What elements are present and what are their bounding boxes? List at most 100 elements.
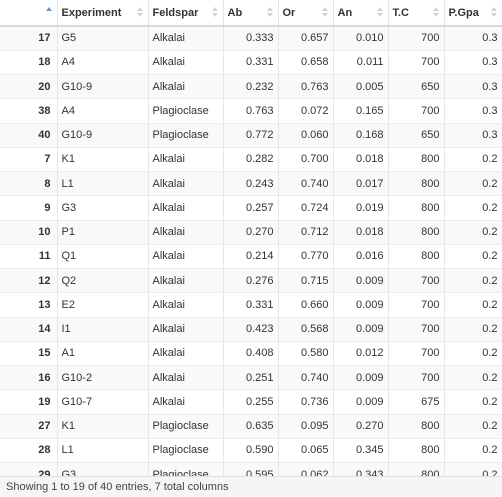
column-header-tc[interactable]: T.C [388, 0, 445, 27]
column-header-ab[interactable]: Ab [223, 0, 279, 27]
cell-feldspar: Alkalai [148, 74, 224, 100]
cell-an: 0.168 [333, 123, 389, 148]
row-name-cell: 9 [0, 195, 58, 221]
cell-an: 0.018 [333, 147, 389, 173]
cell-experiment: G10-7 [57, 389, 149, 415]
cell-an: 0.012 [333, 341, 389, 367]
cell-feldspar: Plagioclase [148, 462, 224, 476]
cell-tc: 700 [388, 268, 445, 294]
column-header-pgpa[interactable]: P.Gpa [444, 0, 502, 27]
cell-tc: 800 [388, 147, 445, 173]
cell-experiment: L1 [57, 438, 149, 464]
cell-experiment: A4 [57, 98, 149, 124]
table-row: 11 Q1 Alkalai 0.214 0.770 0.016 800 0.2 [0, 244, 502, 270]
cell-ab: 0.333 [223, 26, 279, 51]
cell-ab: 0.772 [223, 123, 279, 148]
cell-feldspar: Plagioclase [148, 98, 224, 124]
cell-or: 0.072 [278, 98, 334, 124]
column-header-experiment[interactable]: Experiment [57, 0, 149, 27]
row-name-cell: 10 [0, 220, 58, 245]
cell-pgpa: 0.2 [444, 365, 502, 391]
cell-pgpa: 0.3 [444, 50, 502, 76]
cell-or: 0.062 [278, 462, 334, 476]
cell-feldspar: Plagioclase [148, 438, 224, 464]
cell-pgpa: 0.2 [444, 171, 502, 197]
cell-pgpa: 0.3 [444, 123, 502, 148]
cell-feldspar: Alkalai [148, 26, 224, 51]
cell-feldspar: Alkalai [148, 147, 224, 173]
column-header-rownames[interactable] [0, 0, 58, 27]
cell-or: 0.095 [278, 414, 334, 439]
cell-ab: 0.214 [223, 244, 279, 270]
sort-icon[interactable] [490, 7, 498, 19]
row-name-cell: 17 [0, 26, 58, 51]
row-name-cell: 38 [0, 98, 58, 124]
sort-up-arrow-icon [490, 7, 497, 11]
cell-or: 0.736 [278, 389, 334, 415]
row-name-cell: 27 [0, 414, 58, 439]
cell-feldspar: Plagioclase [148, 414, 224, 439]
cell-pgpa: 0.2 [444, 220, 502, 245]
cell-ab: 0.331 [223, 50, 279, 76]
cell-tc: 800 [388, 220, 445, 245]
column-header-label: Ab [227, 6, 243, 19]
cell-pgpa: 0.2 [444, 462, 502, 476]
cell-feldspar: Alkalai [148, 389, 224, 415]
cell-ab: 0.590 [223, 438, 279, 464]
sort-icon[interactable] [211, 7, 219, 19]
cell-tc: 700 [388, 26, 445, 51]
cell-tc: 700 [388, 365, 445, 391]
cell-or: 0.740 [278, 365, 334, 391]
sort-down-arrow-icon [266, 13, 273, 17]
cell-experiment: K1 [57, 414, 149, 439]
cell-ab: 0.255 [223, 389, 279, 415]
column-header-an[interactable]: An [333, 0, 389, 27]
cell-ab: 0.331 [223, 292, 279, 318]
cell-experiment: Q1 [57, 244, 149, 270]
row-name-cell: 13 [0, 292, 58, 318]
column-header-feldspar[interactable]: Feldspar [148, 0, 224, 27]
cell-tc: 700 [388, 50, 445, 76]
cell-experiment: G10-9 [57, 123, 149, 148]
sort-icon[interactable] [432, 7, 440, 19]
sort-icon[interactable] [266, 7, 274, 19]
table-row: 10 P1 Alkalai 0.270 0.712 0.018 800 0.2 [0, 220, 502, 245]
cell-experiment: E2 [57, 292, 149, 318]
cell-tc: 800 [388, 462, 445, 476]
cell-experiment: A4 [57, 50, 149, 76]
row-name-cell: 15 [0, 341, 58, 367]
cell-experiment: G3 [57, 195, 149, 221]
table-row: 19 G10-7 Alkalai 0.255 0.736 0.009 675 0.2 [0, 389, 502, 415]
header-row: Experiment Feldspar Ab Or An T.C P.Gpa [0, 0, 502, 27]
sort-up-arrow-icon [45, 7, 52, 11]
table-row: 27 K1 Plagioclase 0.635 0.095 0.270 800 0.2 [0, 414, 502, 439]
table-row: 18 A4 Alkalai 0.331 0.658 0.011 700 0.3 [0, 50, 502, 76]
column-header-or[interactable]: Or [278, 0, 334, 27]
cell-pgpa: 0.2 [444, 341, 502, 367]
cell-experiment: L1 [57, 171, 149, 197]
cell-feldspar: Alkalai [148, 244, 224, 270]
sort-down-arrow-icon [211, 13, 218, 17]
cell-ab: 0.276 [223, 268, 279, 294]
row-name-cell: 16 [0, 365, 58, 391]
cell-tc: 700 [388, 98, 445, 124]
cell-an: 0.018 [333, 220, 389, 245]
cell-tc: 650 [388, 123, 445, 148]
cell-an: 0.165 [333, 98, 389, 124]
sort-icon[interactable] [376, 7, 384, 19]
row-name-cell: 19 [0, 389, 58, 415]
data-table: Experiment Feldspar Ab Or An T.C P.Gpa 17 G5 Alk… [0, 0, 502, 476]
cell-or: 0.700 [278, 147, 334, 173]
sort-up-arrow-icon [321, 7, 328, 11]
cell-an: 0.005 [333, 74, 389, 100]
sort-down-arrow-icon [376, 13, 383, 17]
sort-icon[interactable] [321, 7, 329, 19]
sort-ascending-icon[interactable] [45, 7, 53, 19]
sort-up-arrow-icon [432, 7, 439, 11]
sort-icon[interactable] [136, 7, 144, 19]
table-row: 8 L1 Alkalai 0.243 0.740 0.017 800 0.2 [0, 171, 502, 197]
table-row: 16 G10-2 Alkalai 0.251 0.740 0.009 700 0.2 [0, 365, 502, 391]
cell-an: 0.011 [333, 50, 389, 76]
cell-experiment: Q2 [57, 268, 149, 294]
column-header-label: T.C [392, 6, 410, 19]
